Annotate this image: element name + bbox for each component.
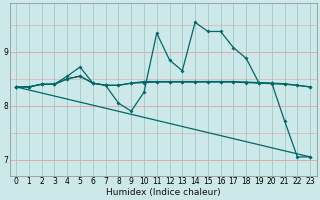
X-axis label: Humidex (Indice chaleur): Humidex (Indice chaleur) (106, 188, 220, 197)
